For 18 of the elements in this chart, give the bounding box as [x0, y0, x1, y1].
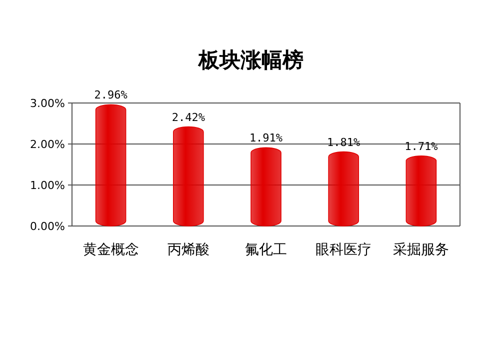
y-tick-label: 2.00% [30, 138, 65, 151]
x-tick-label: 采掘服务 [393, 242, 450, 258]
chart-title: 板块涨幅榜 [198, 48, 304, 72]
bar [173, 126, 204, 226]
bar [250, 147, 282, 226]
data-label: 2.42% [172, 110, 206, 124]
x-tick-label: 丙烯酸 [167, 242, 210, 258]
y-tick-label: 3.00% [30, 97, 65, 110]
bar [328, 151, 359, 226]
x-tick-label: 眼科医疗 [316, 242, 372, 258]
y-tick-label: 0.00% [30, 220, 65, 233]
data-label: 2.96% [94, 88, 128, 102]
x-tick-label: 氟化工 [245, 242, 287, 258]
data-label: 1.91% [249, 132, 283, 145]
x-tick-label: 黄金概念 [82, 242, 139, 258]
y-tick-label: 1.00% [30, 179, 65, 192]
bar [95, 104, 126, 226]
bar [406, 155, 437, 226]
